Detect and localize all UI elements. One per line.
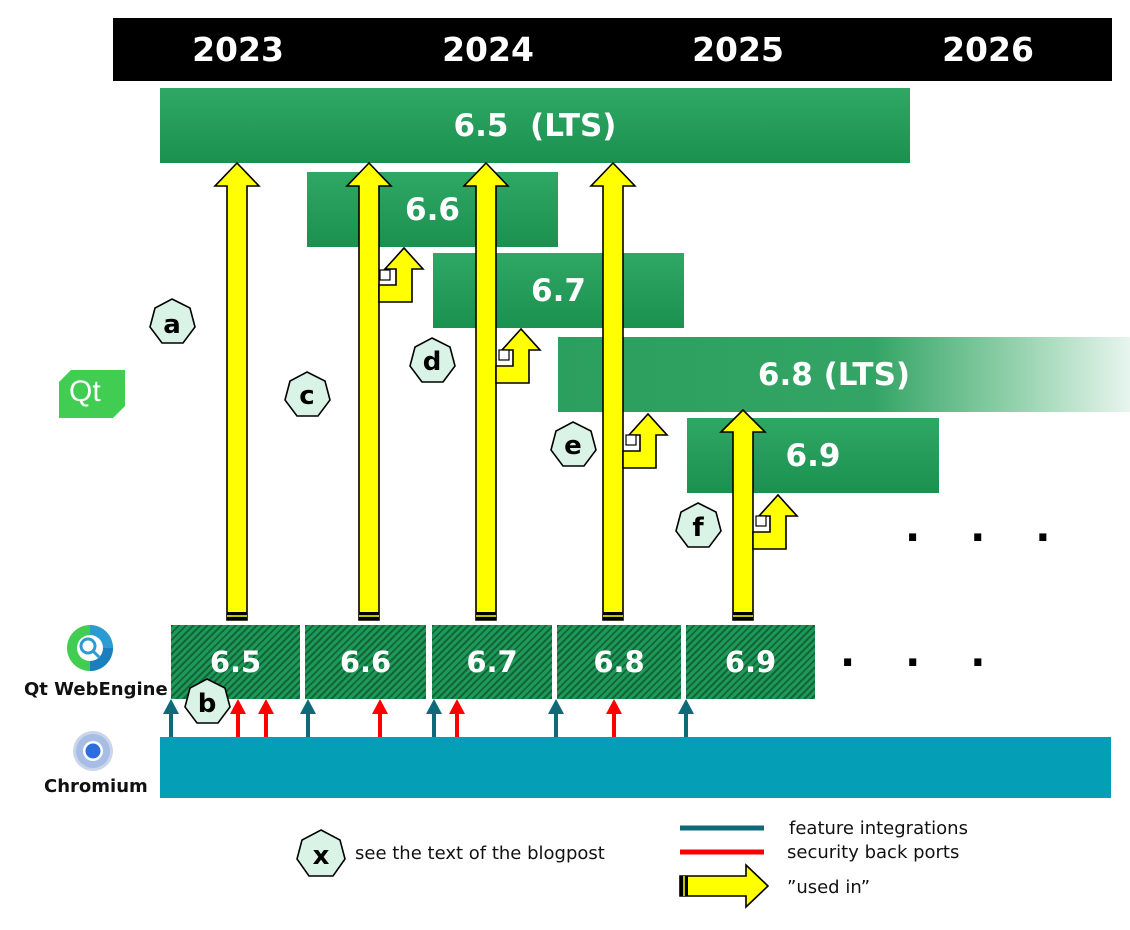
marker-c: c xyxy=(284,371,331,417)
marker-b-label: b xyxy=(198,689,217,719)
used-in-arrow xyxy=(589,161,637,621)
qt-more-ellipsis: . . . xyxy=(905,505,1069,551)
qt-webengine-label: Qt WebEngine xyxy=(24,679,168,700)
webengine-more-ellipsis: . . . xyxy=(840,630,1004,676)
webengine-version-label: 6.9 xyxy=(724,645,777,679)
webengine-6-8: 6.8 xyxy=(557,625,681,699)
year-header-bar: 2023 2024 2025 2026 xyxy=(113,18,1112,81)
webengine-version-label: 6.6 xyxy=(339,645,392,679)
marker-e: e xyxy=(550,421,597,467)
marker-a: a xyxy=(149,298,196,344)
bent-used-in-arrow xyxy=(752,493,799,550)
year-2024: 2024 xyxy=(442,30,534,69)
marker-d-label: d xyxy=(423,347,442,377)
marker-b: b xyxy=(184,678,231,724)
used-in-arrow xyxy=(462,161,510,621)
marker-e-label: e xyxy=(564,431,582,461)
legend-feature-text: feature integrations xyxy=(789,818,968,839)
webengine-version-label: 6.5 xyxy=(209,645,262,679)
chromium-bar xyxy=(160,737,1111,798)
marker-f-label: f xyxy=(692,513,704,543)
chromium-icon xyxy=(72,730,114,772)
qt-release-6-5-lts: 6.5 (LTS) xyxy=(160,88,910,163)
webengine-version-label: 6.8 xyxy=(593,645,645,679)
legend-used-in-arrow xyxy=(679,863,770,909)
year-2023: 2023 xyxy=(192,30,284,69)
security-backport-arrows xyxy=(230,699,622,737)
marker-d: d xyxy=(409,337,456,383)
webengine-6-9: 6.9 xyxy=(686,625,815,699)
used-in-arrow xyxy=(345,161,393,621)
bent-used-in-arrow xyxy=(495,327,542,384)
qt-release-label: 6.6 xyxy=(405,191,460,228)
used-in-arrow xyxy=(719,408,767,621)
qt-release-label: 6.5 (LTS) xyxy=(453,107,617,144)
qt-logo: Qt xyxy=(59,370,125,418)
marker-f: f xyxy=(675,502,722,548)
legend-marker-text: see the text of the blogpost xyxy=(355,843,605,864)
qt-release-label: 6.8 (LTS) xyxy=(757,356,911,393)
qt-release-label: 6.7 xyxy=(531,272,586,309)
webengine-6-6: 6.6 xyxy=(305,625,426,699)
qt-webengine-icon xyxy=(66,624,114,672)
year-2025: 2025 xyxy=(692,30,784,69)
qt-release-label: 6.9 xyxy=(785,437,841,474)
marker-c-label: c xyxy=(299,381,314,411)
bent-used-in-arrow xyxy=(622,412,669,469)
feature-integration-arrows xyxy=(163,699,694,737)
bent-used-in-arrow xyxy=(378,246,425,303)
chromium-label: Chromium xyxy=(44,776,148,797)
qt-release-6-8-lts: 6.8 (LTS) xyxy=(558,337,1130,412)
legend-security-text: security back ports xyxy=(787,842,960,863)
year-2026: 2026 xyxy=(942,30,1034,69)
legend-marker-letter: x xyxy=(313,841,330,871)
used-in-arrow xyxy=(213,161,261,621)
webengine-version-label: 6.7 xyxy=(466,645,518,679)
legend-marker-x: x xyxy=(296,829,346,877)
legend-used-in-text: ”used in” xyxy=(787,877,871,898)
qt-logo-text: Qt xyxy=(69,375,101,408)
webengine-6-7: 6.7 xyxy=(432,625,552,699)
marker-a-label: a xyxy=(163,310,181,340)
qt-release-6-7: 6.7 xyxy=(433,253,684,328)
